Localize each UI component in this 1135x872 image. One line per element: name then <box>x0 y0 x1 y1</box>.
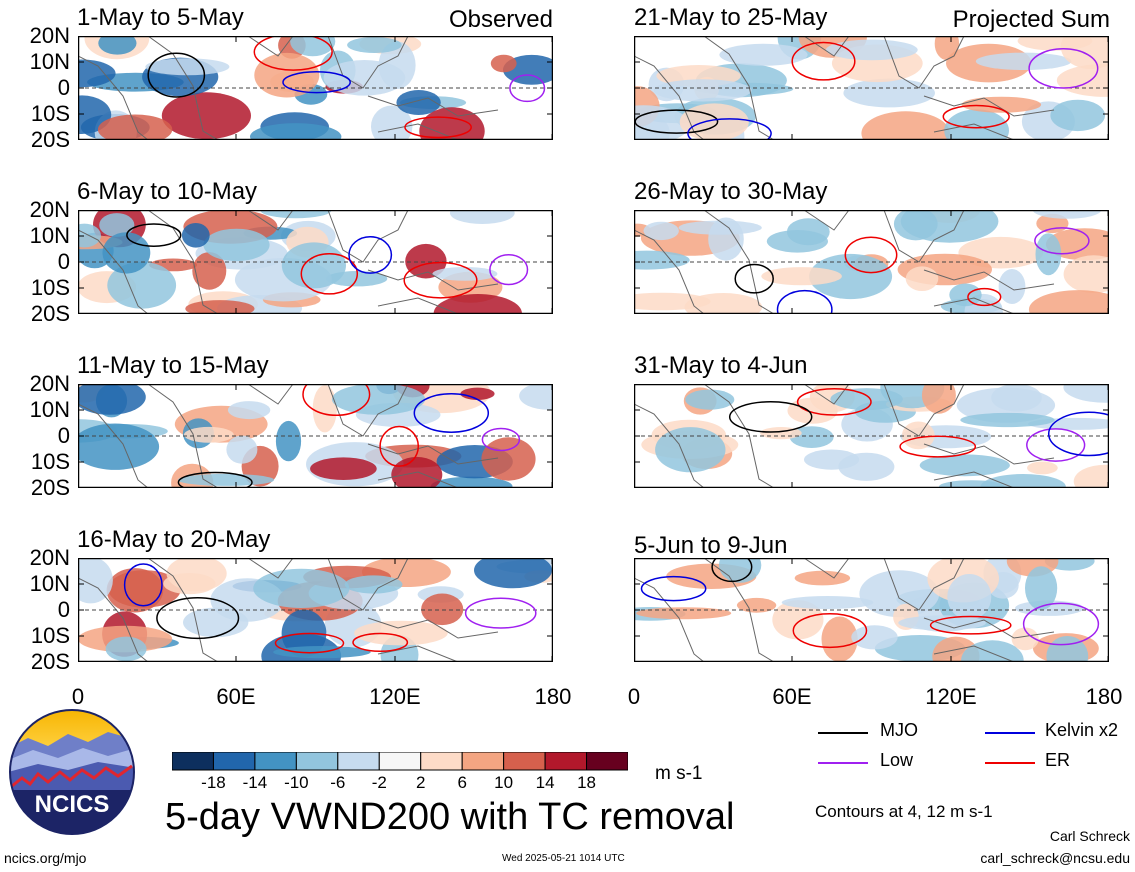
colorbar-tick-label: -6 <box>330 773 346 792</box>
y-tick-label: 20S <box>30 649 70 674</box>
wind-map <box>634 384 1109 488</box>
y-tick-label: 0 <box>57 423 70 448</box>
colorbar-tick-label: -10 <box>284 773 309 792</box>
panel-title: 31-May to 4-Jun <box>634 352 808 379</box>
x-tick-label: 0 <box>71 684 85 709</box>
wind-map <box>78 210 553 314</box>
colorbar-tick-label: -2 <box>371 773 387 792</box>
y-tick-label: 20N <box>29 545 70 570</box>
colorbar-tick-label: 18 <box>577 773 596 792</box>
y-tick-label: 10N <box>29 397 70 422</box>
panel-title: 16-May to 20-May <box>77 526 271 553</box>
y-tick-label: 20S <box>30 127 70 152</box>
legend-label-low: Low <box>880 750 914 770</box>
y-tick-label: 20N <box>29 371 70 396</box>
x-tick-label: 180 <box>534 684 572 709</box>
x-tick-label: 60E <box>772 684 812 709</box>
y-tick-label: 0 <box>57 75 70 100</box>
wind-map <box>78 36 553 140</box>
footer-author: Carl Schreck <box>1049 828 1130 844</box>
colorbar-swatch <box>461 752 505 771</box>
legend-label-kelvin: Kelvin x2 <box>1045 720 1119 740</box>
colorbar-swatch <box>503 752 546 771</box>
panel-tag-projected: Projected Sum <box>952 6 1110 33</box>
ncics-logo: NCICS <box>9 709 135 835</box>
y-tick-label: 0 <box>57 249 70 274</box>
colorbar-swatch <box>337 752 380 771</box>
colorbar-swatch <box>378 752 422 771</box>
colorbar-tick-label: -18 <box>201 773 226 792</box>
wind-map <box>78 558 553 662</box>
panel-title: 6-May to 10-May <box>77 178 258 205</box>
legend-label-mjo: MJO <box>880 720 918 740</box>
colorbar-swatch <box>212 752 256 771</box>
panel-title: 1-May to 5-May <box>77 4 244 31</box>
colorbar-swatch <box>172 752 214 771</box>
panel-title: 26-May to 30-May <box>634 178 828 205</box>
panel-tag-observed: Observed <box>448 6 553 33</box>
footer-url: ncics.org/mjo <box>4 850 87 866</box>
y-tick-label: 20S <box>30 301 70 326</box>
wind-map <box>78 384 553 488</box>
logo-text: NCICS <box>35 791 110 818</box>
x-tick-label: 120E <box>925 684 977 709</box>
legend-line-kelvin <box>985 732 1035 734</box>
colorbar <box>172 752 628 771</box>
wind-map <box>634 210 1109 314</box>
colorbar-swatch <box>544 752 588 771</box>
panel-title: 5-Jun to 9-Jun <box>634 532 788 559</box>
x-tick-label: 180 <box>1085 684 1123 709</box>
colorbar-swatch <box>295 752 339 771</box>
wind-map <box>634 36 1109 140</box>
legend-label-er: ER <box>1045 750 1071 770</box>
x-tick-label: 60E <box>216 684 256 709</box>
legend-line-low <box>818 762 868 764</box>
y-tick-label: 10S <box>30 101 70 126</box>
y-tick-label: 0 <box>57 597 70 622</box>
footer-timestamp: Wed 2025-05-21 1014 UTC <box>502 853 625 864</box>
colorbar-swatch <box>420 752 463 771</box>
y-tick-label: 10N <box>29 49 70 74</box>
y-tick-label: 10S <box>30 275 70 300</box>
contours-note: Contours at 4, 12 m s-1 <box>815 802 993 821</box>
colorbar-swatch <box>254 752 297 771</box>
panel-title: 11-May to 15-May <box>77 352 269 379</box>
legend-line-er <box>985 762 1035 764</box>
y-tick-label: 20N <box>29 23 70 48</box>
y-tick-label: 10N <box>29 571 70 596</box>
colorbar-swatch <box>586 752 628 771</box>
y-tick-label: 20S <box>30 475 70 500</box>
colorbar-tick-label: 14 <box>535 773 555 792</box>
y-tick-label: 10S <box>30 623 70 648</box>
x-tick-label: 0 <box>627 684 641 709</box>
y-tick-label: 10N <box>29 223 70 248</box>
panel-title: 21-May to 25-May <box>634 4 828 31</box>
footer-email: carl_schreck@ncsu.edu <box>980 850 1130 866</box>
colorbar-tick-label: 6 <box>457 773 467 792</box>
colorbar-tick-label: -14 <box>242 773 268 792</box>
colorbar-tick-label: 2 <box>415 773 426 792</box>
legend-line-mjo <box>818 732 868 734</box>
y-tick-label: 10S <box>30 449 70 474</box>
x-tick-label: 120E <box>369 684 421 709</box>
y-tick-label: 20N <box>29 197 70 222</box>
colorbar-units: m s-1 <box>655 763 703 784</box>
wind-map <box>634 558 1109 662</box>
main-title: 5-day VWND200 with TC removal <box>165 796 735 838</box>
colorbar-tick-label: 10 <box>494 773 514 792</box>
